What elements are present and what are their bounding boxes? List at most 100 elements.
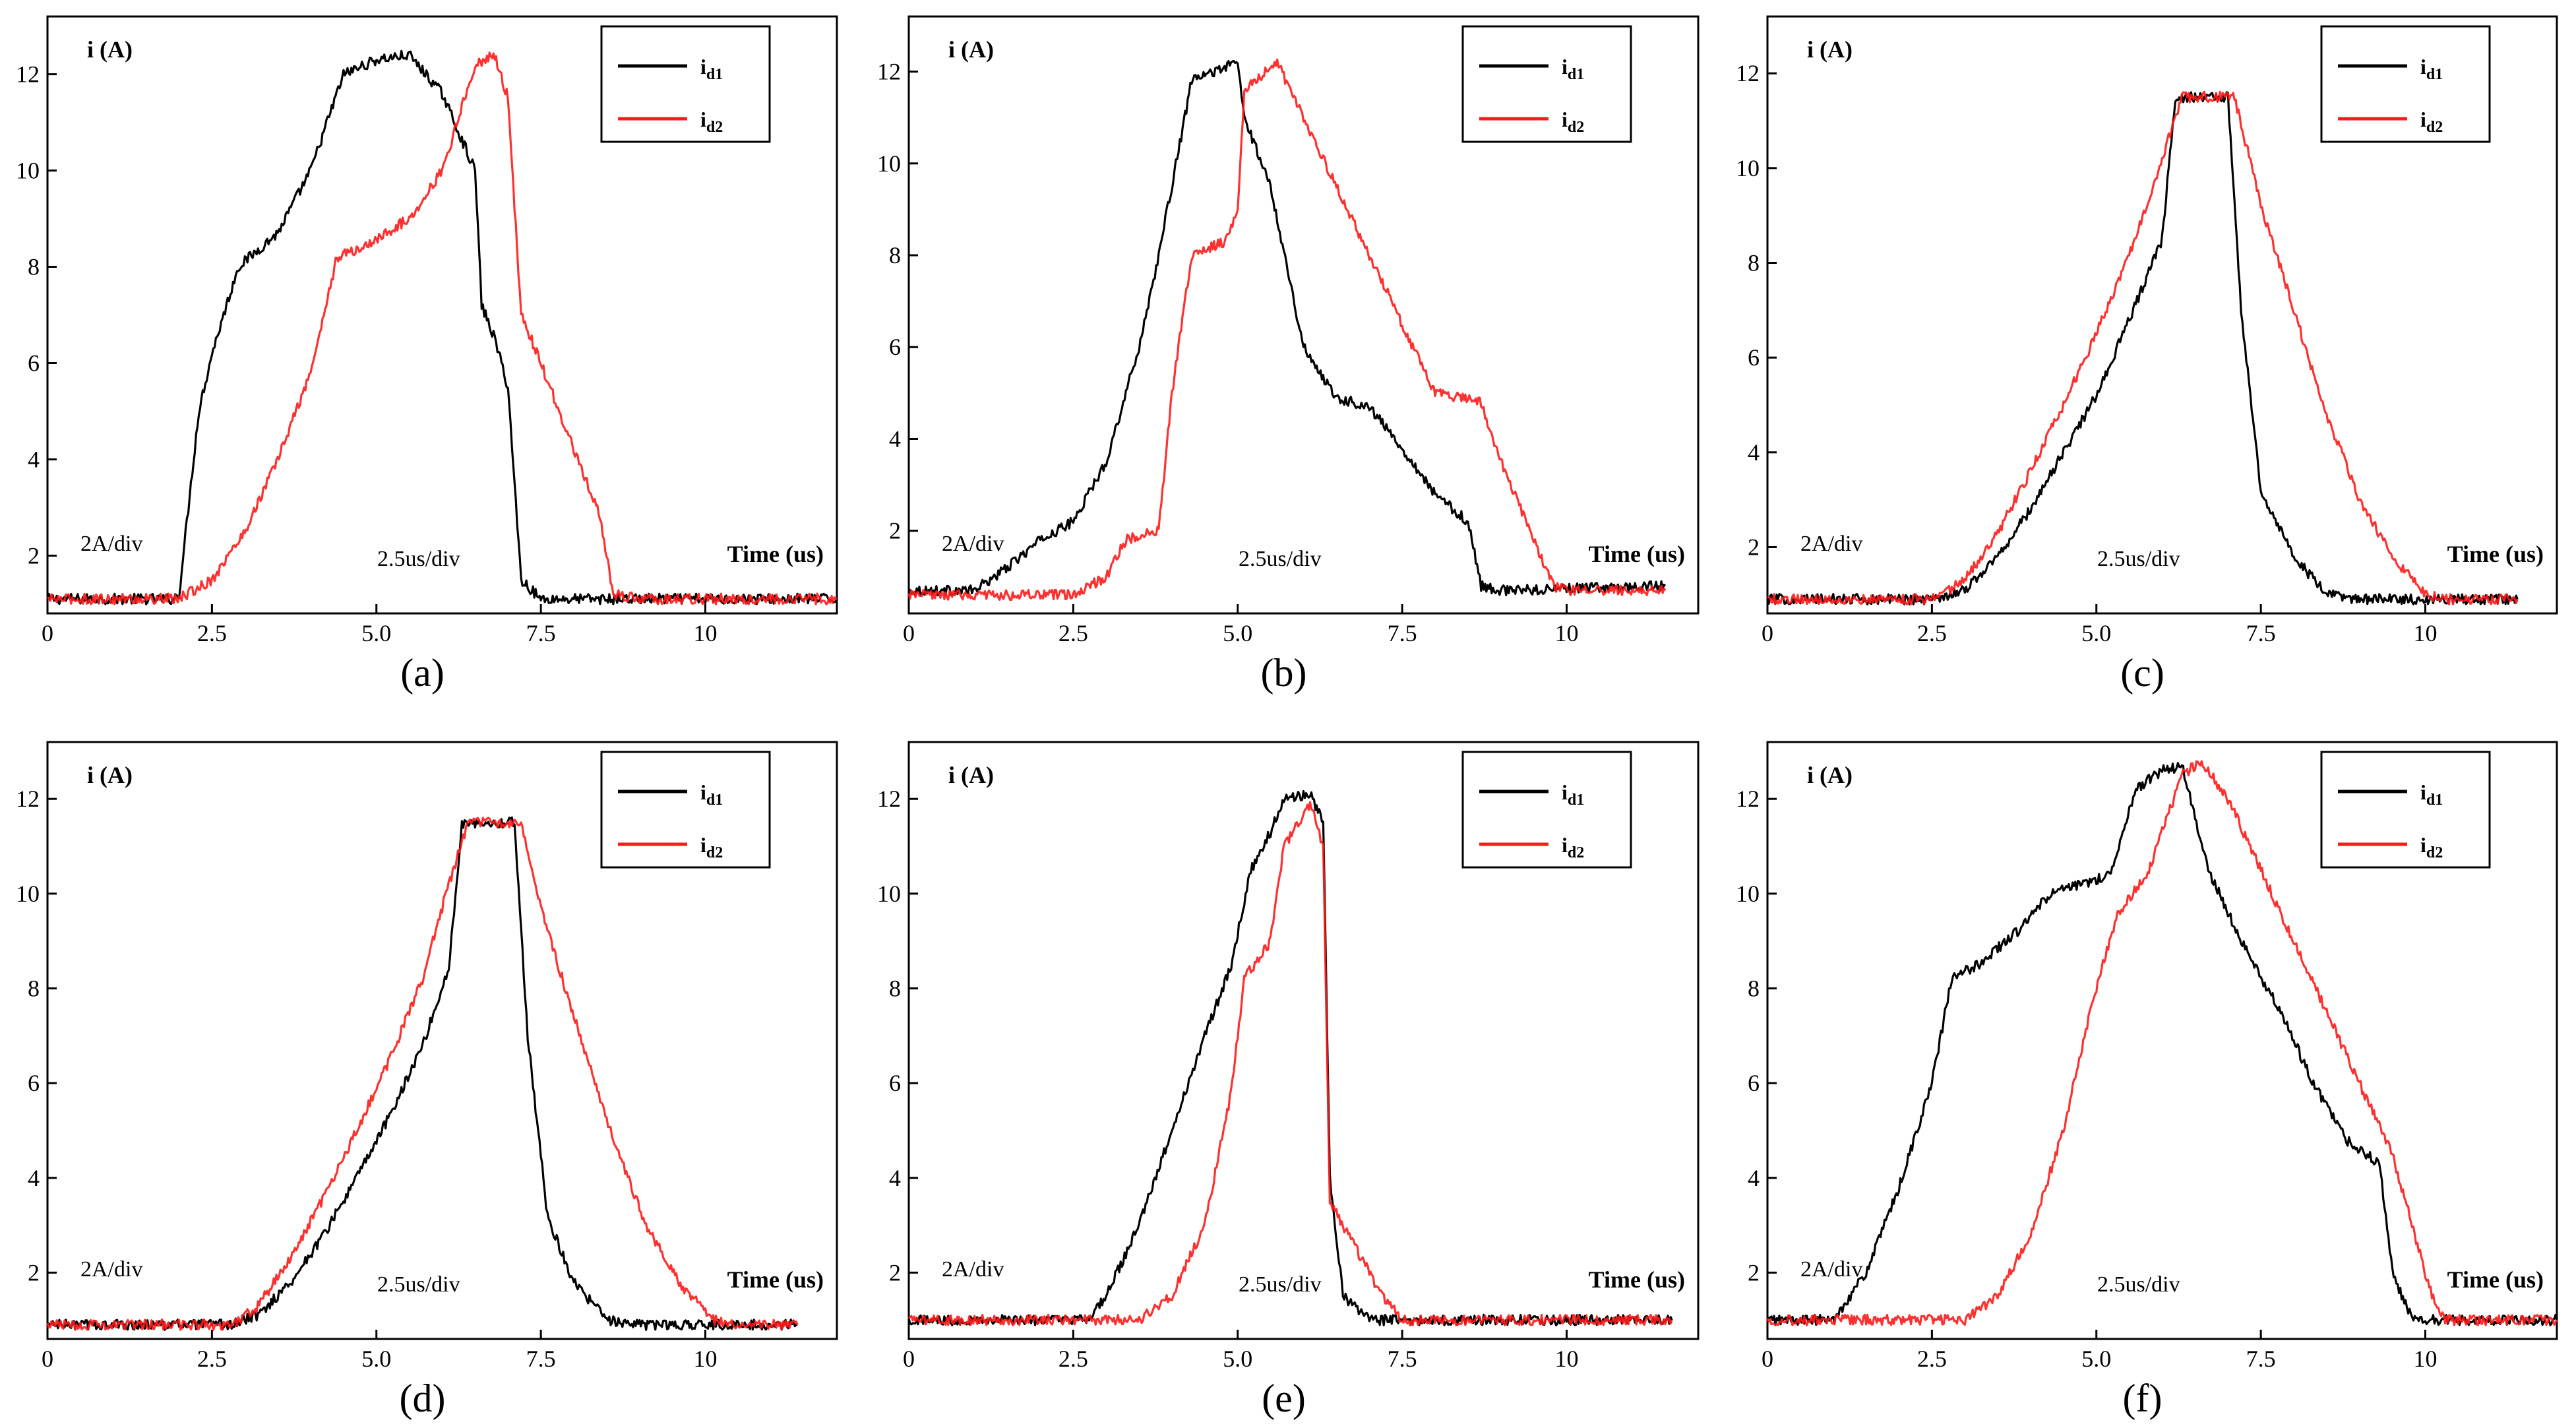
legend-box: [2320, 25, 2491, 143]
legend-entry-d2: id2: [700, 108, 723, 136]
x-axis-label: Time (us): [2447, 541, 2544, 567]
y-tick-label: 10: [1736, 881, 1760, 907]
x-tick-label: 5.0: [1223, 620, 1252, 646]
series-line-id1: [1766, 91, 2519, 605]
legend-entry-d1: id1: [2420, 55, 2443, 83]
chart-panel-a: 0 2.5 5.0 7.5 10 2 4 6 8 10 12 i (A) 2A/div 2.5us/div…: [16, 15, 838, 695]
y-scale-annotation: 2A/div: [1800, 1257, 1862, 1282]
x-tick-label: 2.5: [1058, 1346, 1088, 1372]
x-scale-annotation: 2.5us/div: [2097, 547, 2180, 571]
y-tick-label: 8: [889, 242, 901, 268]
legend: id1 id2: [1461, 751, 1632, 869]
legend-entry-d1: id1: [700, 780, 723, 809]
chart-panel-e: 0 2.5 5.0 7.5 10 2 4 6 8 10 12 i (A) 2A/div 2.5us/div…: [877, 741, 1700, 1420]
panel-label: (e): [1262, 1377, 1306, 1420]
x-tick-label: 0: [1762, 620, 1773, 646]
legend: id1 id2: [1461, 25, 1632, 143]
x-axis-label: Time (us): [727, 541, 824, 567]
x-axis-label: Time (us): [1589, 1266, 1685, 1293]
chart-panel-f: 0 2.5 5.0 7.5 10 2 4 6 8 10 12 i (A) 2A/div 2.5us/div…: [1736, 741, 2558, 1420]
y-tick-label: 12: [16, 786, 40, 812]
y-axis-label: i (A): [1807, 762, 1853, 788]
y-tick-label: 10: [16, 881, 40, 907]
y-scale-annotation: 2A/div: [942, 532, 1004, 556]
y-scale-annotation: 2A/div: [1800, 532, 1862, 556]
y-tick-label: 6: [1748, 344, 1760, 371]
legend-entry-d2: id2: [1562, 833, 1584, 861]
y-tick-label: 12: [16, 61, 40, 88]
x-tick-label: 7.5: [1388, 620, 1417, 646]
x-tick-label: 10: [1555, 620, 1579, 646]
y-tick-label: 2: [889, 1259, 901, 1286]
x-axis-label: Time (us): [1589, 541, 1685, 567]
y-tick-label: 10: [877, 881, 901, 907]
x-tick-label: 2.5: [1058, 620, 1088, 646]
x-scale-annotation: 2.5us/div: [1239, 1272, 1322, 1297]
x-tick-label: 10: [694, 1346, 718, 1372]
legend-box: [1461, 25, 1632, 143]
panel-label: (f): [2123, 1377, 2162, 1420]
x-tick-label: 5.0: [2081, 620, 2111, 646]
legend-box: [1461, 751, 1632, 869]
series-line-id2: [47, 51, 838, 605]
y-tick-label: 12: [877, 59, 901, 85]
y-scale-annotation: 2A/div: [942, 1257, 1004, 1282]
x-scale-annotation: 2.5us/div: [2097, 1272, 2180, 1297]
series-line-id1: [1767, 762, 2558, 1326]
y-tick-label: 12: [877, 786, 901, 812]
x-tick-label: 10: [2414, 620, 2438, 646]
x-tick-label: 10: [1555, 1346, 1579, 1372]
x-scale-annotation: 2.5us/div: [377, 547, 460, 571]
y-tick-label: 6: [28, 350, 40, 376]
series-line-id2: [907, 801, 1673, 1326]
y-tick-label: 4: [889, 1165, 901, 1191]
series-line-id2: [1766, 760, 2558, 1326]
x-axis-label: Time (us): [727, 1266, 824, 1293]
y-tick-label: 6: [1748, 1070, 1760, 1096]
y-axis-label: i (A): [948, 762, 994, 788]
series-line-id2: [46, 817, 799, 1331]
x-tick-label: 5.0: [361, 1346, 391, 1372]
y-axis-label: i (A): [87, 762, 133, 788]
legend-box: [600, 25, 771, 143]
y-tick-label: 6: [28, 1070, 40, 1096]
panel-label: (d): [400, 1377, 446, 1420]
y-tick-label: 2: [1748, 534, 1760, 560]
series-line-id2: [1767, 90, 2519, 605]
x-tick-label: 10: [694, 620, 718, 646]
y-tick-label: 8: [1748, 975, 1760, 1001]
plot-frame: [1766, 741, 2558, 1340]
plot-frame: [907, 741, 1700, 1340]
x-tick-label: 7.5: [526, 620, 556, 646]
x-tick-label: 7.5: [1388, 1346, 1417, 1372]
y-tick-label: 4: [1748, 1165, 1760, 1191]
y-tick-label: 2: [28, 542, 40, 569]
x-tick-label: 10: [2414, 1346, 2438, 1372]
chart-panel-b: 0 2.5 5.0 7.5 10 2 4 6 8 10 12 i (A) 2A/div 2.5us/div…: [877, 15, 1700, 695]
x-tick-label: 0: [1762, 1346, 1773, 1372]
y-tick-label: 8: [28, 254, 40, 280]
y-tick-label: 6: [889, 334, 901, 360]
y-tick-label: 8: [889, 975, 901, 1001]
y-axis-label: i (A): [1807, 36, 1853, 63]
x-tick-label: 0: [42, 620, 53, 646]
legend-entry-d1: id1: [700, 55, 723, 83]
plot-frame: [1766, 15, 2558, 615]
y-tick-label: 2: [1748, 1259, 1760, 1286]
legend-entry-d1: id1: [1562, 780, 1584, 809]
series-line-id1: [908, 59, 1667, 597]
y-tick-label: 12: [1736, 786, 1760, 812]
series-line-id2: [907, 58, 1667, 602]
y-tick-label: 2: [889, 518, 901, 544]
y-tick-label: 10: [877, 150, 901, 177]
legend-box: [2320, 751, 2491, 869]
x-tick-label: 2.5: [1917, 620, 1947, 646]
y-axis-label: i (A): [948, 36, 994, 63]
panel-label: (b): [1261, 651, 1307, 695]
chart-panel-c: 0 2.5 5.0 7.5 10 2 4 6 8 10 12 i (A) 2A/div 2.5us/div…: [1736, 15, 2558, 695]
x-tick-label: 7.5: [526, 1346, 556, 1372]
legend: id1 id2: [2320, 751, 2491, 869]
plot-frame: [907, 15, 1700, 615]
legend-entry-d2: id2: [1562, 108, 1584, 136]
